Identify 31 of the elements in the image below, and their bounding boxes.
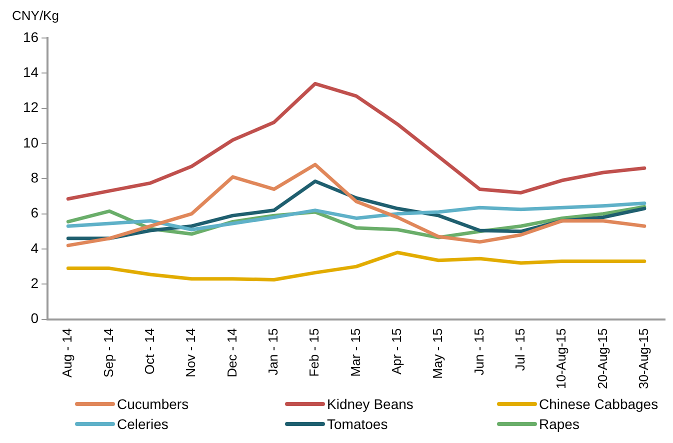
- x-tick-label: Aug - 14: [60, 328, 75, 378]
- x-tick-label: May - 15: [430, 328, 446, 379]
- x-tick-label: Sep - 14: [100, 328, 116, 378]
- x-tick-label: 10-Aug-15: [554, 328, 569, 390]
- x-tick-label: Nov - 14: [183, 328, 198, 378]
- x-tick-label: Jan - 15: [266, 328, 281, 376]
- y-tick-label: 0: [30, 310, 39, 326]
- x-tick-label: Jul - 15: [512, 328, 528, 371]
- x-tick-label: Oct - 14: [142, 328, 158, 375]
- y-tick-label: 8: [30, 170, 39, 186]
- y-tick-label: 12: [22, 99, 39, 116]
- x-tick-label: Jun - 15: [471, 328, 486, 376]
- y-tick-label: 2: [30, 274, 39, 291]
- x-tick-label: Mar - 15: [348, 328, 363, 377]
- legend-label: Kidney Beans: [327, 396, 414, 412]
- legend-label: Tomatoes: [327, 416, 388, 432]
- legend-label: Rapes: [539, 416, 580, 432]
- x-tick-label: 20-Aug-15: [594, 328, 610, 390]
- x-tick-label: 30-Aug-15: [636, 328, 651, 390]
- legend-label: Cucumbers: [117, 396, 189, 412]
- legend-label: Celeries: [117, 416, 168, 432]
- y-tick-label: 16: [22, 28, 39, 45]
- legend-label: Chinese Cabbages: [539, 396, 658, 412]
- y-tick-label: 6: [30, 204, 39, 221]
- y-tick-label: 4: [30, 240, 39, 256]
- x-tick-label: Feb - 15: [306, 328, 322, 377]
- x-tick-label: Dec - 14: [224, 328, 240, 378]
- y-tick-label: 10: [22, 134, 39, 150]
- x-tick-label: Apr - 15: [389, 328, 404, 375]
- y-tick-label: 14: [22, 64, 39, 80]
- y-axis-title: CNY/Kg: [12, 8, 59, 23]
